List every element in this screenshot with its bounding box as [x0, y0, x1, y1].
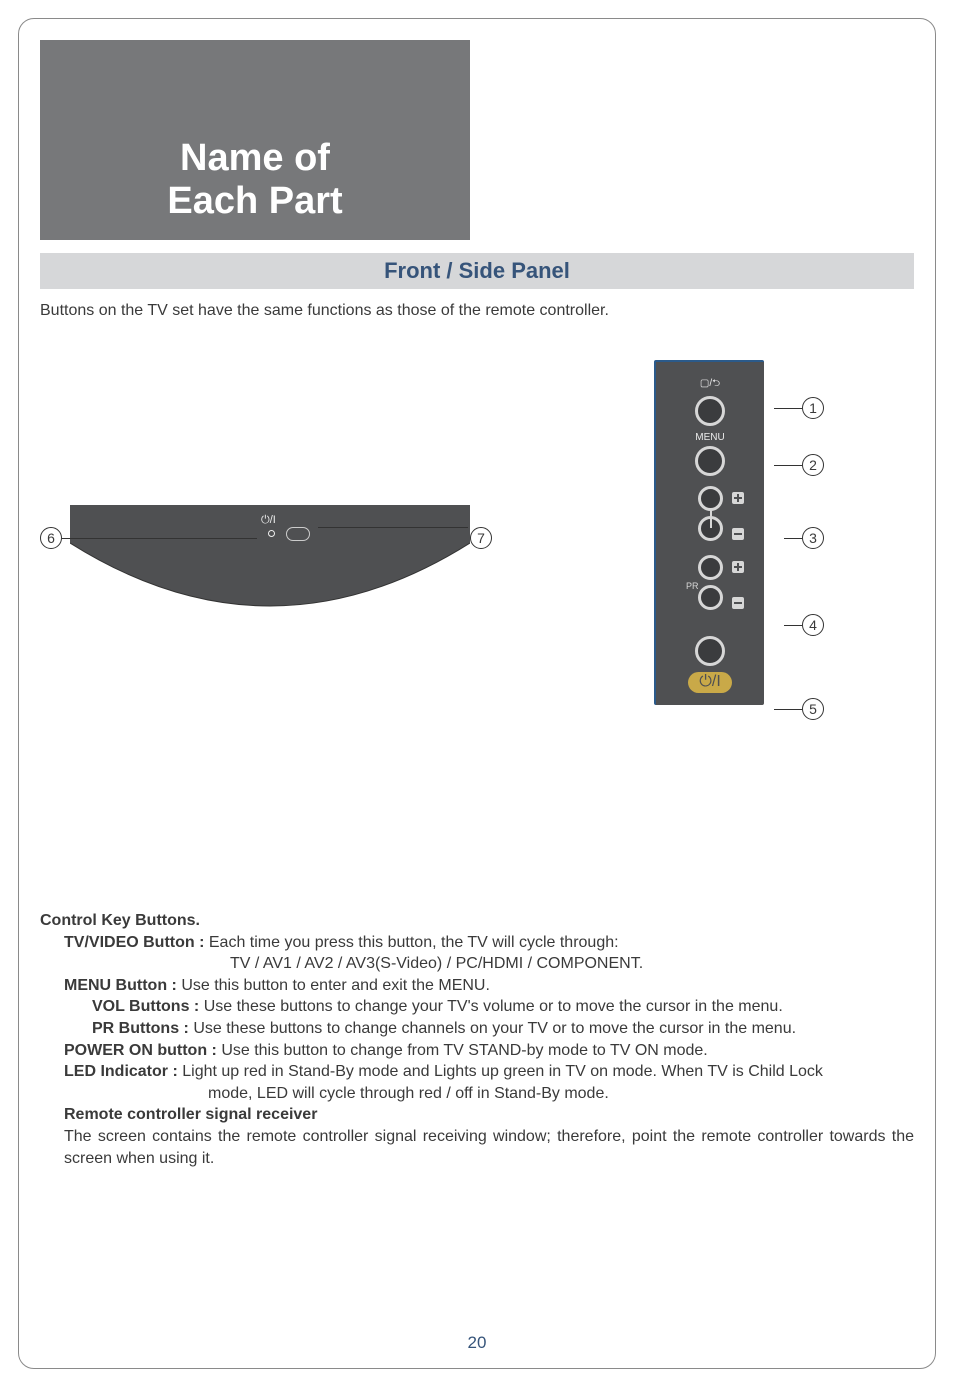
- callout-4: 4: [784, 614, 824, 636]
- callout-number-1: 1: [802, 397, 824, 419]
- standby-icon-label: ⏻/I: [261, 514, 276, 527]
- pr-minus-icon: [698, 585, 723, 610]
- menu-label: MENU: [656, 432, 764, 443]
- lead-line: [774, 465, 802, 466]
- led-indicator-icon: [268, 530, 275, 537]
- led-desc1: Light up red in Stand-By mode and Lights…: [182, 1063, 823, 1080]
- callout-3: 3: [784, 527, 824, 549]
- tv-video-button-icon: [695, 396, 725, 426]
- page-number: 20: [0, 1333, 954, 1353]
- description-block: Control Key Buttons. TV/VIDEO Button : E…: [40, 910, 914, 1169]
- volume-group: [656, 486, 764, 541]
- callout-number-6: 6: [40, 527, 62, 549]
- tv-video-icon-label: ▢/⮌: [656, 376, 764, 393]
- callout-number-7: 7: [470, 527, 492, 549]
- diagram-area: ⏻/I 6 7 ▢/⮌ MENU PR ⏻/I: [40, 350, 914, 880]
- ir-receiver-icon: [286, 527, 310, 541]
- pr-line: PR Buttons : Use these buttons to change…: [40, 1018, 914, 1040]
- control-key-heading: Control Key Buttons.: [40, 910, 914, 932]
- plus-icon: [732, 492, 744, 504]
- power-button-icon: [695, 636, 725, 666]
- minus-icon: [732, 597, 744, 609]
- chapter-title-line2: Each Part: [167, 180, 342, 222]
- lead-line: [784, 625, 802, 626]
- tv-video-desc: Each time you press this button, the TV …: [209, 934, 619, 951]
- led-line1: LED Indicator : Light up red in Stand-By…: [64, 1061, 914, 1083]
- callout-7: 7: [470, 527, 492, 549]
- tv-video-list: TV / AV1 / AV2 / AV3(S-Video) / PC/HDMI …: [230, 953, 914, 975]
- tv-video-line: TV/VIDEO Button : Each time you press th…: [64, 932, 914, 954]
- lead-line: [318, 527, 468, 528]
- chapter-header: Name of Each Part: [40, 40, 470, 240]
- chapter-title: Name of Each Part: [40, 137, 470, 224]
- vol-line: VOL Buttons : Use these buttons to chang…: [92, 996, 914, 1018]
- side-panel-illustration: ▢/⮌ MENU PR ⏻/I: [654, 360, 764, 705]
- pr-label: PR: [686, 581, 699, 591]
- lead-line: [784, 538, 802, 539]
- led-line2: mode, LED will cycle through red / off i…: [208, 1083, 914, 1105]
- lead-line: [62, 538, 257, 539]
- tv-video-label: TV/VIDEO Button :: [64, 934, 209, 951]
- power-desc: Use this button to change from TV STAND-…: [221, 1042, 707, 1059]
- callout-1: 1: [774, 397, 824, 419]
- menu-label: MENU Button :: [64, 977, 181, 994]
- menu-desc: Use this button to enter and exit the ME…: [181, 977, 490, 994]
- remote-label: Remote controller signal receiver: [64, 1104, 914, 1126]
- callout-number-2: 2: [802, 454, 824, 476]
- plus-icon: [732, 561, 744, 573]
- intro-text: Buttons on the TV set have the same func…: [40, 302, 609, 320]
- callout-2: 2: [774, 454, 824, 476]
- callout-6: 6: [40, 527, 257, 549]
- callout-number-5: 5: [802, 698, 824, 720]
- led-label: LED Indicator :: [64, 1063, 182, 1080]
- power-label: POWER ON button :: [64, 1042, 221, 1059]
- menu-button-icon: [695, 446, 725, 476]
- pr-label: PR Buttons :: [92, 1020, 193, 1037]
- power-icon-label: ⏻/I: [699, 673, 721, 690]
- callout-number-3: 3: [802, 527, 824, 549]
- pr-group: PR: [656, 555, 764, 610]
- tv-bezel-arc: [70, 539, 470, 640]
- callout-5: 5: [774, 698, 824, 720]
- vol-label: VOL Buttons :: [92, 998, 204, 1015]
- power-line: POWER ON button : Use this button to cha…: [64, 1040, 914, 1062]
- pr-plus-icon: [698, 555, 723, 580]
- vol-desc: Use these buttons to change your TV's vo…: [204, 998, 783, 1015]
- power-icon-box: ⏻/I: [688, 672, 732, 693]
- callout-number-4: 4: [802, 614, 824, 636]
- vol-connector-icon: [708, 508, 714, 528]
- section-title-bar: Front / Side Panel: [40, 253, 914, 289]
- lead-line: [774, 709, 802, 710]
- lead-line: [774, 408, 802, 409]
- minus-icon: [732, 528, 744, 540]
- chapter-title-line1: Name of: [180, 137, 330, 179]
- remote-desc: The screen contains the remote controlle…: [64, 1126, 914, 1169]
- pr-desc: Use these buttons to change channels on …: [193, 1020, 796, 1037]
- section-title: Front / Side Panel: [384, 258, 570, 283]
- menu-line: MENU Button : Use this button to enter a…: [64, 975, 914, 997]
